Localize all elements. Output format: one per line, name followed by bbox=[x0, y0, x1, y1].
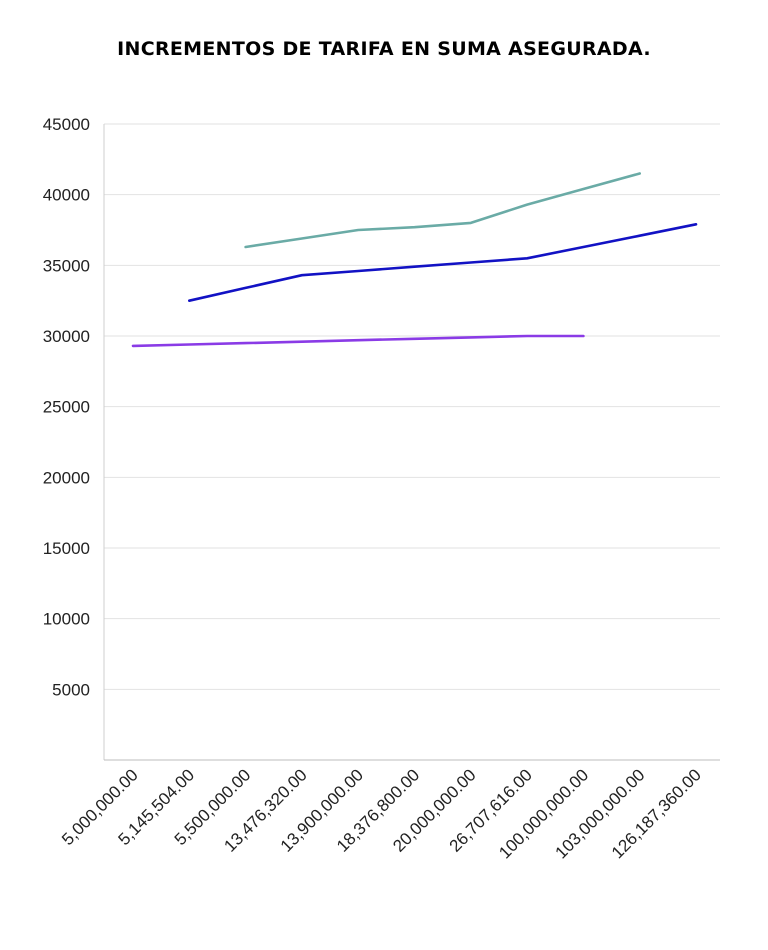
series-line-2 bbox=[188, 223, 698, 302]
series-lines bbox=[131, 172, 698, 348]
y-tick-label: 10000 bbox=[43, 610, 90, 629]
y-tick-label: 30000 bbox=[43, 327, 90, 346]
axes bbox=[103, 124, 720, 761]
y-tick-label: 40000 bbox=[43, 186, 90, 205]
y-tick-label: 35000 bbox=[43, 256, 90, 275]
y-tick-label: 25000 bbox=[43, 398, 90, 417]
series-line-3 bbox=[131, 334, 585, 348]
y-tick-labels: 5000 10000 15000 20000 25000 30000 35000 40000 4… bbox=[43, 115, 90, 699]
y-tick-label: 15000 bbox=[43, 539, 90, 558]
y-tick-label: 5000 bbox=[52, 680, 90, 699]
grid-lines bbox=[104, 123, 720, 690]
y-tick-label: 45000 bbox=[43, 115, 90, 134]
series-line-1 bbox=[244, 172, 641, 249]
chart-title: INCREMENTOS DE TARIFA EN SUMA ASEGURADA. bbox=[117, 38, 651, 60]
x-tick-labels: 5,000,000.005,145,504.005,500,000.0013,4… bbox=[58, 765, 705, 862]
y-tick-label: 20000 bbox=[43, 468, 90, 487]
